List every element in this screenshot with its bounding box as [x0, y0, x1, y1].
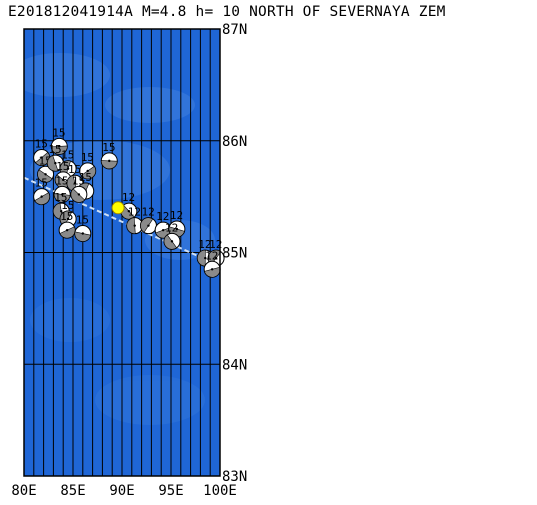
focal-mechanism-label: 12 — [209, 238, 222, 251]
focal-mechanism-beachball[interactable]: 15 — [100, 141, 118, 170]
main-event-epicenter[interactable] — [111, 201, 125, 215]
focal-mechanism-beachball[interactable]: 12 — [203, 249, 221, 278]
focal-mechanism-label: 15 — [61, 149, 74, 162]
focal-mechanism-beachball[interactable]: 15 — [74, 214, 92, 243]
focal-mechanism-beachball[interactable]: 12 — [163, 221, 181, 250]
latitude-label: 87N — [222, 22, 247, 38]
focal-mechanism-label: 12 — [205, 249, 218, 262]
focal-mechanism-label: 12 — [156, 210, 169, 223]
longitude-labels: 80E 85E 90E 95E 100E — [11, 483, 237, 499]
longitude-label: 80E — [11, 483, 36, 499]
focal-mechanism-beachball[interactable]: 12 — [126, 206, 144, 235]
map-frame — [23, 28, 221, 477]
focal-mechanism-label: 15 — [61, 199, 74, 212]
focal-mechanism-label: 15 — [102, 141, 115, 154]
focal-mechanism-beachball[interactable]: 15 — [33, 138, 51, 167]
map-title: E201812041914A M=4.8 h= 10 NORTH OF SEVE… — [8, 4, 446, 20]
latitude-label: 84N — [222, 357, 247, 373]
focal-mechanism-label: 15 — [76, 214, 89, 227]
focal-mechanism-beachball[interactable]: 15 — [79, 151, 97, 180]
focal-mechanism-label: 12 — [170, 209, 183, 222]
latitude-label: 85N — [222, 246, 247, 262]
latitude-labels: 87N 86N 85N 84N 83N — [222, 22, 247, 485]
focal-mechanism-label: 12 — [128, 206, 141, 219]
focal-mechanism-label: 15 — [81, 151, 94, 164]
latitude-label: 83N — [222, 469, 247, 485]
focal-mechanism-label: 15 — [68, 163, 81, 176]
focal-mechanism-label: 12 — [198, 238, 211, 251]
focal-mechanism-label: 15 — [72, 174, 85, 187]
focal-mechanism-beachball[interactable]: 12 — [139, 206, 157, 235]
focal-mechanism-beachball[interactable]: 15 — [50, 126, 68, 155]
longitude-label: 90E — [109, 483, 134, 499]
focal-mechanism-label: 15 — [35, 177, 48, 190]
focal-mechanism-beachball[interactable]: 15 — [70, 174, 88, 203]
focal-mechanism-label: 15 — [55, 174, 68, 187]
latitude-label: 86N — [222, 134, 247, 150]
focal-mechanism-label: 15 — [48, 143, 61, 156]
map-grid — [24, 29, 220, 476]
focal-mechanism-label: 15 — [79, 171, 92, 184]
focal-mechanism-label: 15 — [52, 126, 65, 139]
focal-mechanism-label: 15 — [60, 210, 73, 223]
focal-mechanism-label: 15 — [35, 138, 48, 151]
focal-mechanism-beachball[interactable]: 15 — [53, 174, 71, 203]
focal-mechanism-beachball[interactable]: 15 — [33, 177, 51, 206]
focal-mechanism-label: 15 — [56, 160, 69, 173]
focal-mechanism-label: 12 — [122, 191, 135, 204]
focal-mechanism-label: 12 — [141, 206, 154, 219]
focal-mechanism-label: 12 — [165, 221, 178, 234]
longitude-label: 85E — [60, 483, 85, 499]
focal-mechanism-label: 15 — [54, 191, 67, 204]
focal-mechanism-beachball[interactable]: 15 — [46, 143, 64, 172]
longitude-label: 100E — [203, 483, 237, 499]
focal-mechanism-beachball[interactable]: 15 — [58, 210, 76, 239]
longitude-label: 95E — [158, 483, 183, 499]
